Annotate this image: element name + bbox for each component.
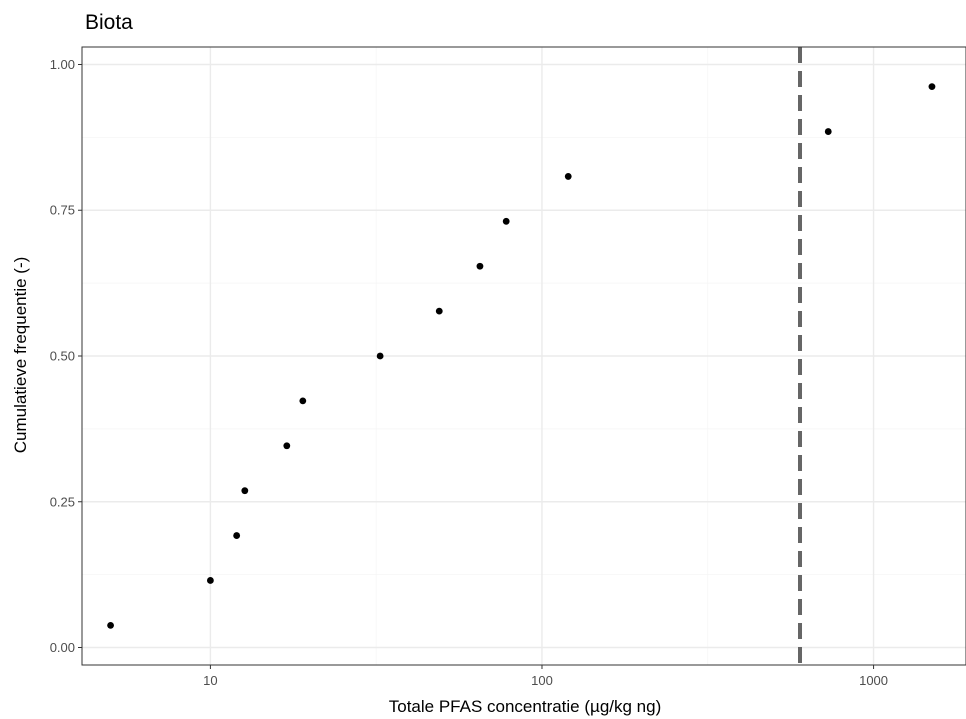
y-axis-title: Cumulatieve frequentie (-) [11,257,30,454]
y-tick-label: 0.50 [50,349,75,364]
x-tick-label: 10 [203,673,217,688]
data-point [107,621,114,629]
data-point [824,128,832,135]
x-axis: 10 100 1000 [203,665,888,688]
y-tick-label: 1.00 [50,57,75,72]
data-point [233,532,241,539]
y-axis: 0.00 0.25 0.50 0.75 1.00 [50,57,82,655]
data-point [502,217,510,225]
y-tick-label: 0.00 [50,640,75,655]
data-point [283,442,291,450]
chart-title: Biota [85,11,133,34]
grid [82,47,966,665]
data-point [206,577,214,584]
data-point [376,352,384,360]
data-point [564,173,572,180]
y-tick-label: 0.25 [50,494,75,509]
x-tick-label: 100 [531,673,553,688]
data-point [476,262,484,270]
data-point [241,487,249,495]
y-tick-label: 0.75 [50,203,75,218]
data-point [435,307,443,315]
data-point [928,83,936,91]
points [107,83,936,629]
data-point [299,397,307,405]
x-axis-title: Totale PFAS concentratie (µg/kg ng) [389,697,662,716]
x-tick-label: 1000 [859,673,888,688]
